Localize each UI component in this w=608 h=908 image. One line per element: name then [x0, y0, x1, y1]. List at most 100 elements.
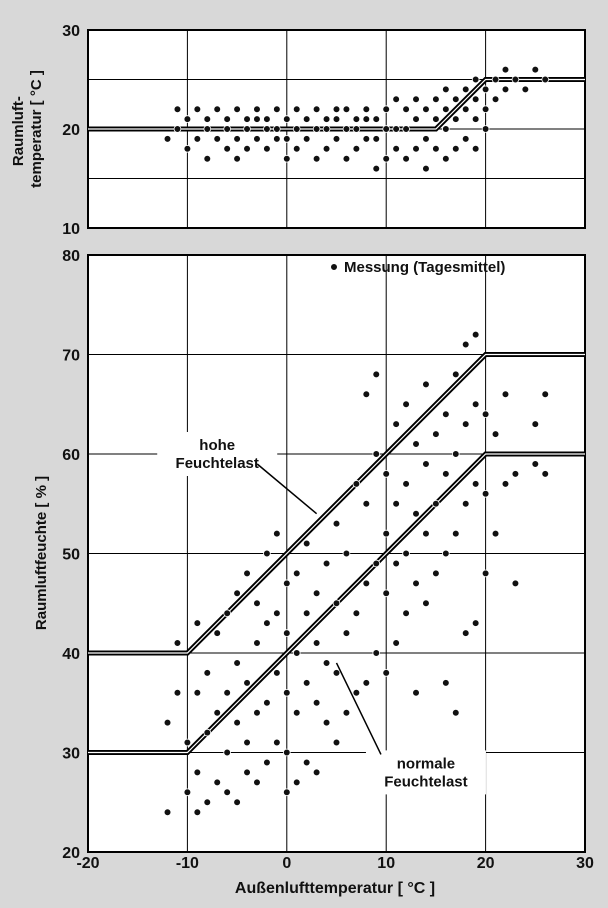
temperature-data-point [263, 125, 271, 133]
temperature-data-point [263, 115, 271, 123]
humidity-data-point [471, 480, 480, 488]
humidity-data-point [372, 649, 381, 657]
annotation-leader-line [256, 463, 318, 515]
humidity-data-point [233, 589, 241, 598]
y-tick-label: 10 [62, 221, 80, 238]
humidity-data-point [302, 679, 311, 687]
humidity-data-point [372, 370, 381, 379]
temperature-data-point [332, 135, 341, 143]
temperature-data-point [451, 145, 460, 153]
annotation-line: normale [397, 755, 455, 772]
humidity-data-point [402, 400, 410, 409]
temperature-data-point [471, 115, 480, 123]
humidity-data-point [422, 460, 430, 468]
temperature-data-point [461, 85, 470, 94]
temperature-panel: 10 20 30 Raumluft- temperatur [ °C ] [10, 23, 586, 238]
temperature-data-point [412, 115, 420, 123]
legend-label: Messung (Tagesmittel) [344, 259, 505, 276]
humidity-data-point [481, 410, 490, 419]
temperature-data-point [342, 154, 351, 163]
temperature-data-point [402, 154, 410, 163]
humidity-data-point [501, 390, 510, 399]
humidity-data-point [511, 470, 520, 478]
annotation-leader-line [335, 662, 382, 755]
x-tick-label: 30 [576, 855, 594, 872]
humidity-data-point [352, 480, 361, 488]
temperature-data-point [282, 154, 291, 163]
temperature-data-point [541, 75, 550, 84]
outdoor-temperature-axis-label: Außenlufttemperatur [ °C ] [235, 880, 435, 897]
temperature-data-point [352, 125, 361, 133]
temperature-data-point [203, 115, 212, 123]
humidity-data-point [332, 738, 341, 747]
humidity-data-point [422, 380, 430, 389]
humidity-data-point [442, 549, 450, 558]
humidity-data-point [332, 519, 341, 528]
temperature-data-point [412, 145, 420, 153]
y-tick-label: 70 [62, 348, 80, 365]
x-tick-label: -10 [176, 855, 199, 872]
annotation-line: Feuchtelast [176, 455, 259, 472]
temperature-data-point [382, 154, 391, 163]
humidity-data-point [233, 718, 241, 727]
humidity-data-point [501, 480, 510, 488]
temperature-data-point [213, 135, 222, 143]
humidity-data-point [402, 480, 410, 488]
temperature-data-point [412, 95, 420, 104]
temperature-data-point [491, 75, 500, 84]
temperature-data-point [263, 145, 271, 153]
humidity-data-point [282, 788, 291, 797]
temperature-data-point [253, 105, 261, 113]
humidity-data-point [382, 589, 391, 598]
temperature-data-point [511, 75, 520, 84]
temperature-axis-label-line-2: temperatur [ °C ] [28, 70, 45, 188]
high-moisture-load-line-highlight [88, 353, 585, 654]
temperature-data-point [432, 145, 440, 153]
temperature-y-tick-labels: 10 20 30 [62, 23, 80, 238]
temperature-data-point [292, 105, 301, 113]
humidity-data-point [362, 390, 371, 399]
temperature-data-point [461, 105, 470, 113]
humidity-data-point [322, 559, 331, 568]
temperature-data-point [362, 105, 371, 113]
humidity-data-point [193, 619, 202, 627]
temperature-data-point [203, 154, 212, 163]
humidity-data-point [193, 768, 202, 777]
humidity-data-point [471, 330, 480, 339]
temperature-data-point [332, 105, 341, 113]
temperature-data-point [312, 125, 321, 133]
humidity-data-point [422, 599, 430, 608]
temperature-data-point [481, 125, 490, 133]
temperature-data-point [422, 105, 430, 113]
temperature-data-point [442, 125, 450, 133]
temperature-data-point [322, 115, 331, 123]
temperature-data-point [253, 135, 261, 143]
humidity-data-point [372, 559, 381, 568]
temperature-data-point [382, 125, 391, 133]
temperature-data-point [292, 125, 301, 133]
temperature-data-point [203, 125, 212, 133]
annotation-background [157, 432, 278, 476]
humidity-data-point [243, 738, 251, 747]
humidity-data-point [302, 539, 311, 548]
x-tick-label: -20 [76, 855, 99, 872]
humidity-data-points [163, 330, 550, 816]
temperature-data-point [322, 125, 331, 133]
humidity-data-point [352, 688, 361, 697]
y-tick-label: 80 [62, 248, 80, 265]
temperature-data-point [312, 154, 321, 163]
humidity-data-point [491, 430, 500, 438]
annotation-high-moisture-load: hohe Feuchtelast [176, 437, 259, 472]
humidity-data-point [442, 679, 450, 687]
humidity-data-point [223, 748, 231, 757]
temperature-data-point [233, 135, 241, 143]
annotation-background [365, 750, 486, 795]
humidity-data-point [263, 698, 271, 707]
y-tick-label: 20 [62, 845, 80, 862]
humidity-data-point [362, 679, 371, 687]
temperature-data-point [372, 164, 381, 173]
humidity-data-point [282, 579, 291, 588]
temperature-data-point [521, 85, 530, 94]
humidity-data-point [312, 698, 321, 707]
